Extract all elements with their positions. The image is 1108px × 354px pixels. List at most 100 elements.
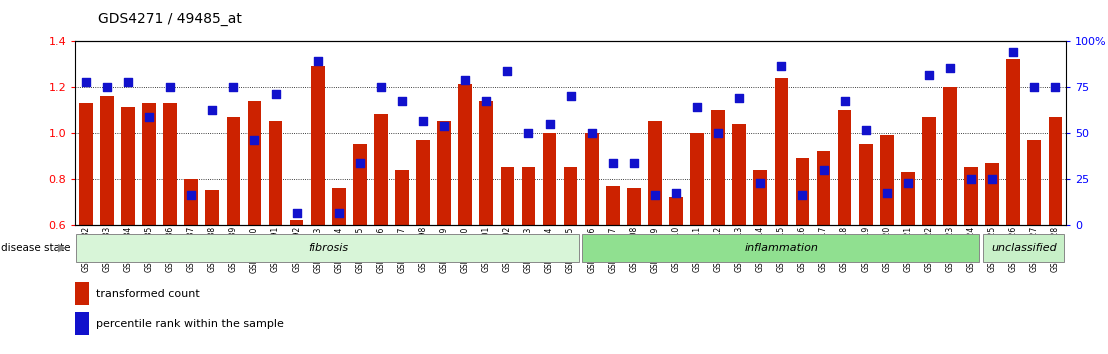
Point	[414, 118, 432, 124]
Bar	[121, 107, 135, 225]
Bar	[75, 282, 90, 305]
Bar	[205, 190, 219, 225]
FancyBboxPatch shape	[983, 234, 1064, 262]
Bar	[838, 110, 851, 225]
Bar	[184, 179, 198, 225]
Point	[709, 130, 727, 136]
Bar	[859, 144, 872, 225]
Point	[751, 181, 769, 186]
Bar	[438, 121, 451, 225]
Text: disease state: disease state	[1, 243, 71, 253]
Point	[1025, 84, 1043, 90]
Text: percentile rank within the sample: percentile rank within the sample	[96, 319, 285, 329]
Point	[120, 79, 137, 85]
Bar	[459, 84, 472, 225]
Text: fibrosis: fibrosis	[308, 243, 348, 253]
Point	[1046, 84, 1064, 90]
Text: unclassified: unclassified	[991, 243, 1057, 253]
Point	[141, 114, 158, 119]
Bar	[522, 167, 535, 225]
Text: inflammation: inflammation	[745, 243, 819, 253]
Text: ▶: ▶	[58, 243, 66, 253]
Point	[393, 98, 411, 103]
Point	[856, 127, 874, 133]
Point	[814, 167, 832, 172]
Bar	[753, 170, 767, 225]
Bar	[100, 96, 114, 225]
Bar	[417, 139, 430, 225]
Point	[309, 58, 327, 64]
Bar	[606, 185, 619, 225]
Point	[772, 63, 790, 69]
Point	[499, 68, 516, 73]
Point	[204, 107, 222, 113]
Bar	[75, 313, 90, 335]
Bar	[964, 167, 978, 225]
Bar	[817, 151, 830, 225]
Point	[730, 95, 748, 101]
Point	[899, 181, 916, 186]
Bar	[269, 121, 283, 225]
Bar	[564, 167, 577, 225]
Point	[99, 84, 116, 90]
Point	[625, 160, 643, 165]
Bar	[943, 87, 957, 225]
Bar	[501, 167, 514, 225]
Bar	[774, 78, 788, 225]
Bar	[375, 114, 388, 225]
Bar	[163, 103, 177, 225]
Point	[351, 160, 369, 165]
Bar	[247, 101, 261, 225]
Bar	[585, 133, 598, 225]
Point	[688, 104, 706, 110]
Bar	[226, 116, 240, 225]
Bar	[480, 101, 493, 225]
Bar	[1006, 59, 1020, 225]
Bar	[627, 188, 640, 225]
Bar	[311, 66, 325, 225]
Point	[246, 137, 264, 142]
Text: GDS4271 / 49485_at: GDS4271 / 49485_at	[98, 12, 242, 27]
Point	[604, 160, 622, 165]
Point	[667, 190, 685, 195]
Bar	[796, 158, 809, 225]
Bar	[711, 110, 725, 225]
Bar	[648, 121, 661, 225]
Point	[267, 91, 285, 97]
FancyBboxPatch shape	[582, 234, 979, 262]
Point	[183, 192, 201, 198]
Point	[330, 210, 348, 216]
Point	[583, 130, 601, 136]
Bar	[332, 188, 346, 225]
Text: transformed count: transformed count	[96, 289, 201, 299]
Point	[983, 176, 1001, 182]
Bar	[543, 133, 556, 225]
Point	[920, 73, 937, 78]
Bar	[79, 103, 93, 225]
Point	[941, 65, 958, 71]
Bar	[732, 124, 746, 225]
Point	[793, 192, 811, 198]
Point	[225, 84, 243, 90]
Point	[835, 98, 853, 103]
Point	[520, 130, 537, 136]
Point	[372, 84, 390, 90]
Bar	[901, 172, 915, 225]
Bar	[985, 162, 999, 225]
Point	[435, 123, 453, 129]
Bar	[396, 170, 409, 225]
Bar	[880, 135, 894, 225]
Point	[456, 77, 474, 83]
Point	[478, 98, 495, 103]
Bar	[290, 220, 304, 225]
Point	[78, 79, 95, 85]
Point	[288, 210, 306, 216]
Bar	[690, 133, 704, 225]
Point	[162, 84, 179, 90]
Bar	[1027, 139, 1042, 225]
Point	[562, 93, 579, 99]
Bar	[669, 197, 683, 225]
Point	[1004, 49, 1022, 55]
Bar	[142, 103, 156, 225]
Bar	[353, 144, 367, 225]
